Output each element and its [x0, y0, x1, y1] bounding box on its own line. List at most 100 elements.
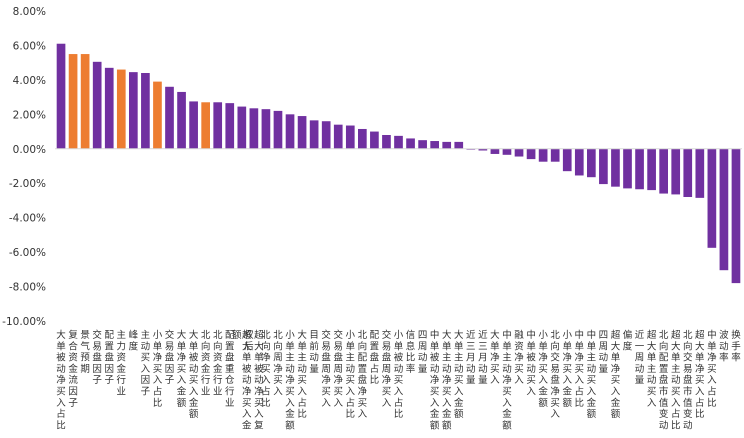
bar [382, 135, 391, 149]
x-tick-label: 四周动量 [418, 330, 428, 375]
x-tick-label: 超大单净买入占比 [695, 329, 705, 420]
bar [719, 148, 729, 271]
x-tick-label: 大单被动净买入占比 [56, 329, 66, 431]
x-tick-label: 中单净买入占比 [575, 329, 585, 409]
bar [430, 141, 439, 149]
bar [189, 101, 198, 149]
bar [514, 148, 524, 157]
bar [92, 61, 102, 149]
y-tick-label: -8.00% [9, 282, 46, 294]
bar [635, 148, 644, 190]
x-tick-label: 北向配置盘净买入 [358, 330, 368, 420]
bar [249, 108, 259, 149]
bar [442, 141, 452, 149]
x-tick-label: 近三月动量 [466, 329, 476, 386]
x-tick-label: 配置盘因子 [104, 330, 114, 386]
x-tick-label: 中单净买入占比 [707, 329, 717, 409]
bars [56, 43, 741, 284]
x-tick-label: 超大单净买入金额 [611, 329, 621, 420]
x-tick-label: 景气预期 [80, 330, 90, 375]
x-tick-label: 交易盘因子 [92, 329, 102, 386]
bar [683, 148, 693, 197]
x-tick-label: 小单主动买入占比 [346, 330, 356, 420]
y-tick-label: -10.00% [2, 316, 46, 328]
bar [478, 148, 488, 151]
x-tick-label: 小单净买入占比 [153, 330, 163, 409]
bar [56, 43, 66, 149]
x-tick-label: 交易盘周净买入 [321, 329, 331, 409]
x-tick-label: 大单净买入 [490, 329, 500, 386]
x-tick-label: 波动率 [719, 329, 729, 364]
bar [285, 114, 295, 149]
bar [213, 102, 223, 149]
y-tick-label: -2.00% [9, 178, 46, 190]
bar [345, 125, 355, 149]
bar [297, 116, 307, 149]
y-tick-label: 8.00% [13, 6, 46, 18]
bar [333, 124, 343, 149]
bar [707, 148, 717, 248]
y-tick-label: -4.00% [9, 213, 46, 225]
bar [153, 81, 162, 149]
bar [526, 148, 536, 160]
bar [659, 148, 668, 194]
x-tick-label: 超大单被动净买入复权后 [244, 329, 264, 431]
x-tick-label: 目前动量 [309, 330, 319, 375]
y-tick-label: 2.00% [13, 109, 46, 121]
x-tick-label: 北向交易盘净买入 [550, 330, 560, 420]
bar [731, 148, 741, 284]
bar [454, 141, 464, 149]
x-tick-label: 小单净买入金额 [562, 330, 572, 409]
bar [225, 103, 235, 149]
bar [129, 72, 138, 149]
bar [550, 148, 560, 162]
x-axis-labels: 大单被动净买入占比复合资金流因子景气预期交易盘因子配置盘因子主力资金行业峰度主动… [56, 329, 741, 431]
bar [623, 148, 632, 189]
x-tick-label: 复合资金流因子 [68, 329, 78, 409]
y-axis: 8.00% 6.00% 4.00% 2.00% 0.00% -2.00% -4.00% -6.… [2, 6, 46, 328]
x-tick-label: 北向资金行业 [201, 330, 211, 398]
x-tick-label: 峰度 [129, 330, 139, 352]
bar [599, 148, 608, 185]
x-tick-label: 北向配置盘市值变动 [659, 330, 669, 431]
x-tick-label: 交易盘周净买入 [333, 329, 343, 409]
x-tick-label: 配置盘重仓行业 [225, 330, 235, 409]
x-tick-label: 中单被动买入 [526, 329, 536, 398]
bar [574, 148, 584, 176]
bar [695, 148, 705, 198]
bar [177, 91, 186, 149]
bar [309, 120, 319, 149]
bar [358, 128, 367, 149]
bar [502, 148, 512, 155]
x-tick-label: 中单主动买入金额 [587, 329, 597, 420]
x-tick-label: 北向资金行业 [213, 330, 223, 398]
bar [671, 148, 681, 195]
bar [237, 106, 247, 149]
bar [116, 69, 126, 149]
x-tick-label: 大单主动净买入金额 [442, 329, 452, 431]
x-tick-label: 中单被动净买入金额 [430, 329, 440, 431]
x-tick-label: 北向周净买入 [273, 330, 283, 398]
bar [394, 135, 403, 149]
bar [261, 109, 271, 149]
x-tick-label: 交易盘因子 [165, 329, 175, 386]
bar [370, 131, 379, 149]
x-tick-label: 中单主动净买入金额 [502, 329, 512, 431]
x-tick-label: 换手率 [731, 329, 741, 364]
x-tick-label: 偏度 [623, 329, 633, 352]
bar [80, 54, 90, 149]
bar [201, 102, 210, 149]
x-tick-label: 北向净买入占比 [261, 330, 271, 409]
y-tick-label: 6.00% [13, 40, 46, 52]
y-tick-label: -6.00% [9, 247, 46, 259]
x-tick-label: 交易盘周净买入 [382, 329, 392, 409]
x-tick-label: 北向交易盘市值变动 [683, 330, 693, 431]
y-tick-label: 0.00% [13, 144, 46, 156]
bar [611, 148, 620, 187]
x-tick-label: 配置盘占比 [370, 330, 380, 386]
x-tick-label: 大单净买入金额 [177, 329, 187, 409]
x-tick-label: 大单主动买入占比 [297, 329, 307, 420]
x-tick-label: 大单主动买入金额 [454, 329, 464, 420]
